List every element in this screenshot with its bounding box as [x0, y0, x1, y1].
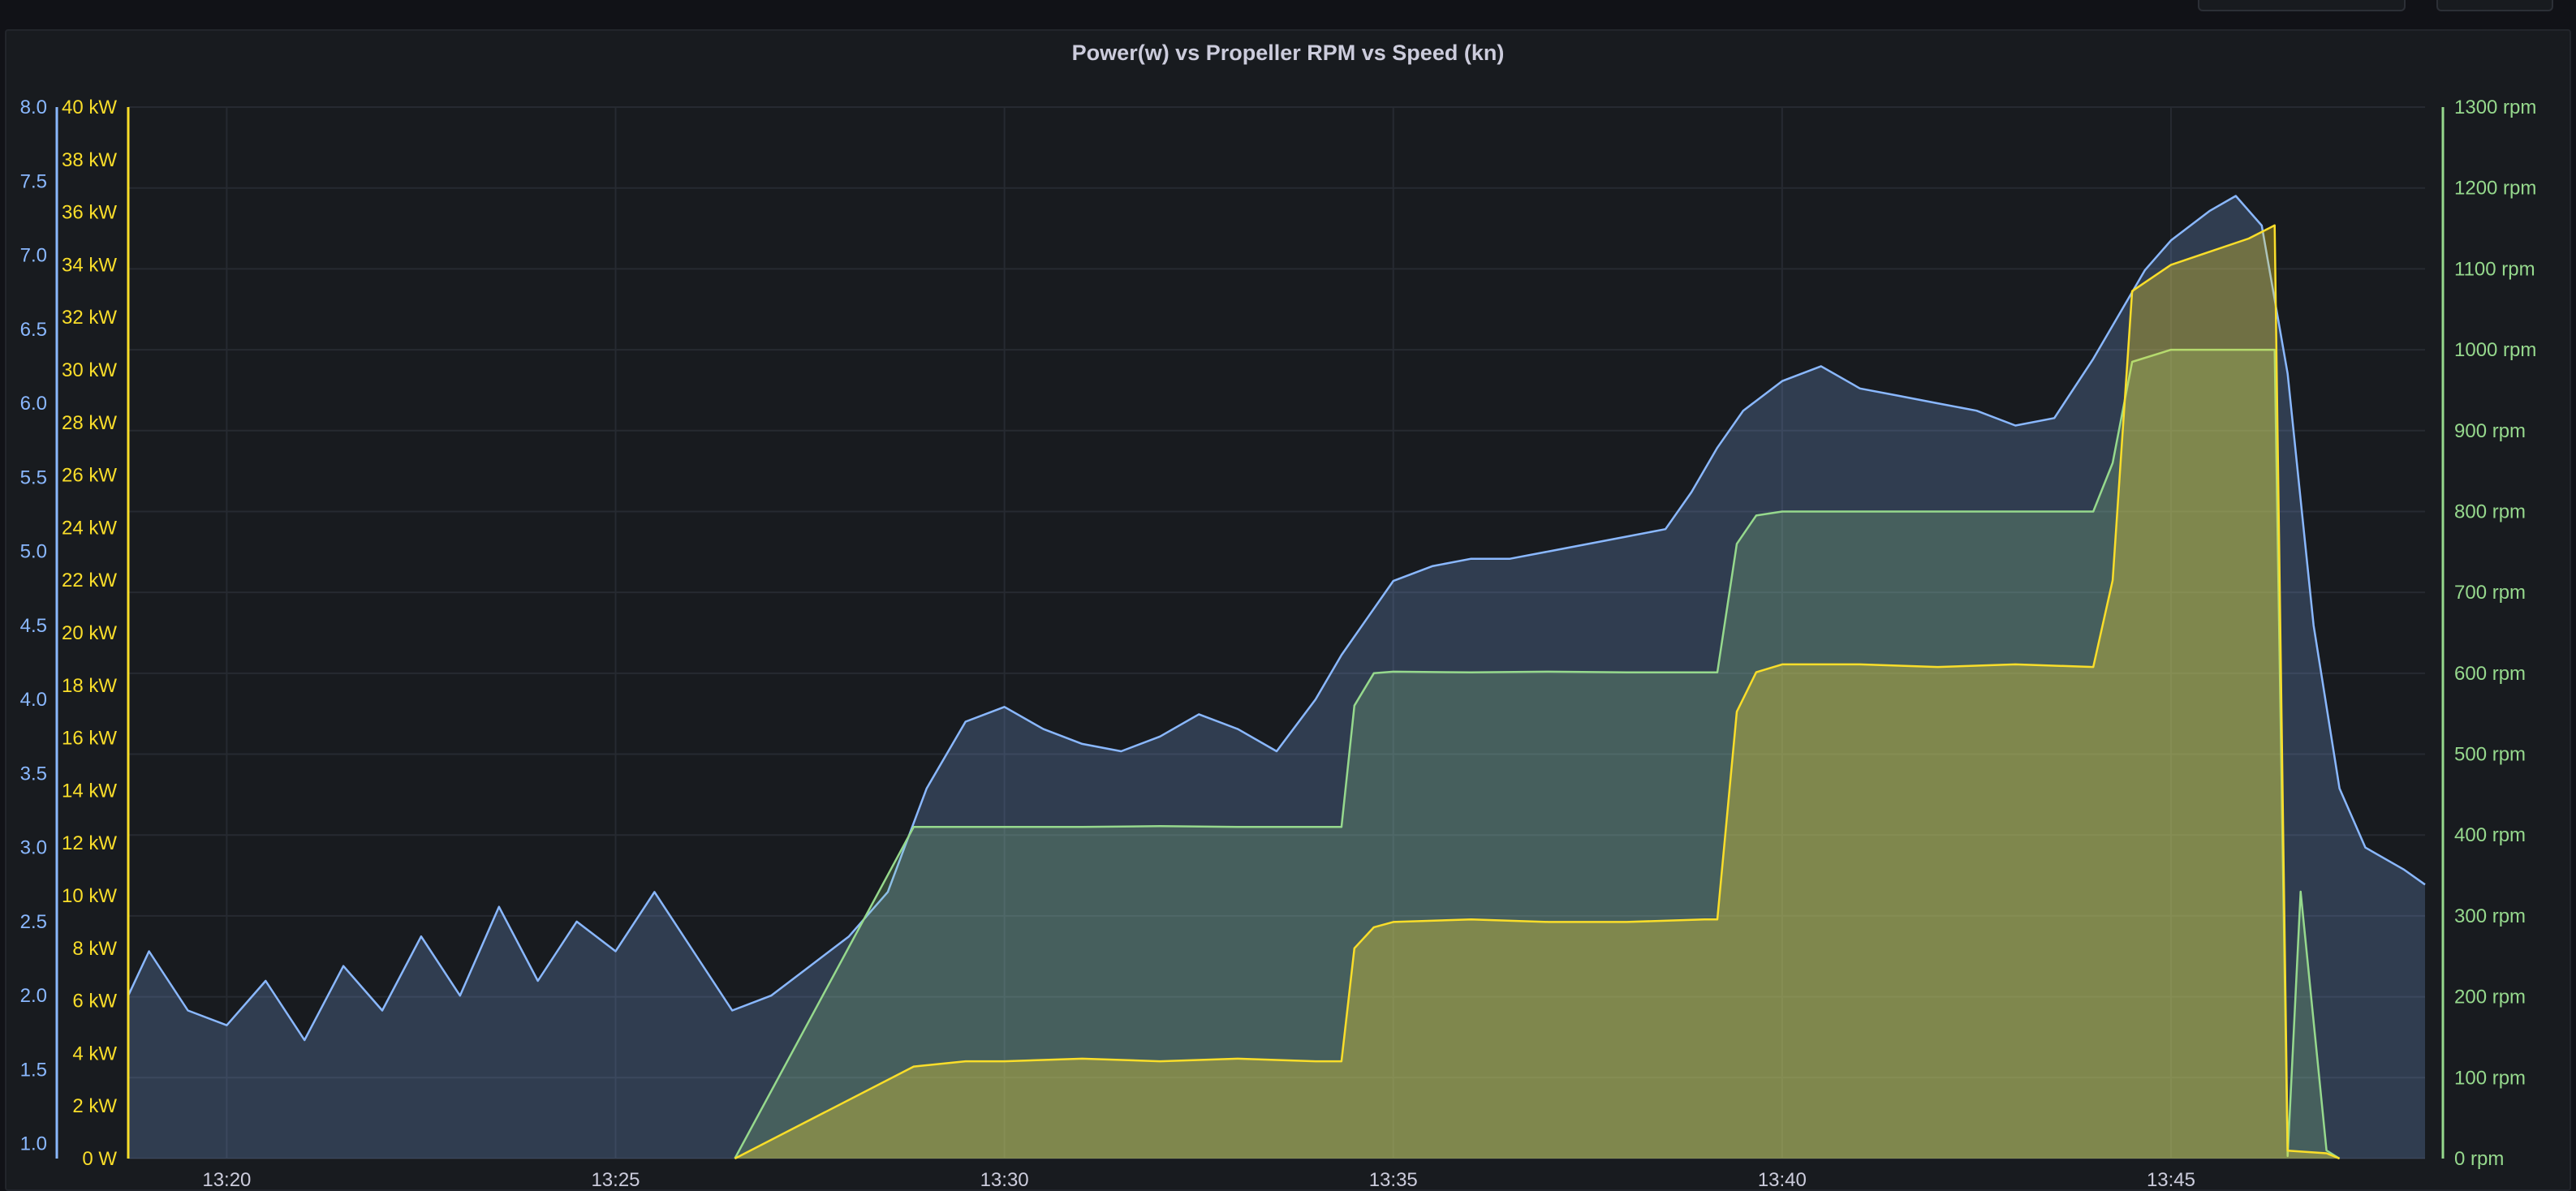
power-tick-label: 22 kW	[62, 570, 117, 591]
power-tick-label: 10 kW	[62, 885, 117, 907]
rpm-tick-label: 900 rpm	[2454, 420, 2526, 442]
axes: 13:20 13:25 13:30 13:35 13:40 13:45 1.0 1.5 2.0 2…	[20, 97, 2537, 1191]
x-tick-label: 13:25	[591, 1169, 640, 1191]
dashboard-topbar	[0, 0, 2576, 29]
toolbar-button[interactable]	[2436, 0, 2553, 11]
speed-tick-label: 7.5	[20, 170, 47, 192]
rpm-tick-label: 1200 rpm	[2454, 178, 2536, 200]
rpm-series-area	[734, 350, 2340, 1159]
speed-tick-label: 3.5	[20, 763, 47, 785]
rpm-tick-label: 400 rpm	[2454, 824, 2526, 846]
x-tick-label: 13:40	[1758, 1169, 1807, 1191]
rpm-tick-label: 1300 rpm	[2454, 97, 2536, 118]
x-tick-label: 13:20	[202, 1169, 251, 1191]
power-tick-label: 6 kW	[72, 991, 117, 1013]
power-tick-label: 36 kW	[62, 202, 117, 224]
rpm-tick-label: 700 rpm	[2454, 582, 2526, 604]
power-tick-label: 2 kW	[72, 1095, 117, 1117]
power-tick-label: 12 kW	[62, 832, 117, 854]
power-tick-label: 26 kW	[62, 465, 117, 487]
power-series-line	[734, 224, 2341, 1160]
x-tick-label: 13:35	[1369, 1169, 1418, 1191]
speed-tick-label: 8.0	[20, 97, 47, 118]
series-areas	[127, 195, 2426, 1160]
toolbar-button[interactable]	[2198, 0, 2406, 11]
x-tick-label: 13:45	[2147, 1169, 2195, 1191]
power-tick-label: 4 kW	[72, 1043, 117, 1064]
speed-series-line	[127, 195, 2426, 1042]
power-tick-label: 20 kW	[62, 622, 117, 644]
power-tick-label: 0 W	[82, 1148, 117, 1170]
power-tick-label: 40 kW	[62, 97, 117, 118]
speed-tick-label: 7.0	[20, 245, 47, 267]
power-tick-label: 32 kW	[62, 307, 117, 329]
speed-tick-label: 4.5	[20, 615, 47, 637]
power-tick-label: 30 kW	[62, 359, 117, 381]
panel-title: Power(w) vs Propeller RPM vs Speed (kn)	[1071, 41, 1505, 65]
rpm-tick-label: 800 rpm	[2454, 501, 2526, 522]
power-series-area	[734, 225, 2340, 1159]
rpm-tick-label: 100 rpm	[2454, 1067, 2526, 1089]
rpm-tick-label: 300 rpm	[2454, 905, 2526, 927]
speed-series-area	[128, 196, 2425, 1159]
rpm-series-line	[734, 348, 2341, 1160]
power-tick-label: 38 kW	[62, 149, 117, 171]
rpm-tick-label: 200 rpm	[2454, 987, 2526, 1008]
rpm-tick-label: 500 rpm	[2454, 744, 2526, 766]
power-tick-label: 8 kW	[72, 938, 117, 960]
rpm-tick-label: 1000 rpm	[2454, 339, 2536, 361]
speed-tick-label: 6.5	[20, 319, 47, 341]
speed-tick-label: 1.0	[20, 1133, 47, 1155]
rpm-tick-label: 1100 rpm	[2454, 258, 2535, 280]
speed-tick-label: 1.5	[20, 1059, 47, 1081]
rpm-tick-label: 600 rpm	[2454, 663, 2526, 685]
power-tick-label: 24 kW	[62, 517, 117, 539]
rpm-tick-label: 0 rpm	[2454, 1148, 2504, 1170]
power-tick-label: 16 kW	[62, 728, 117, 750]
power-tick-label: 34 kW	[62, 254, 117, 276]
power-tick-label: 28 kW	[62, 412, 117, 434]
speed-tick-label: 5.0	[20, 541, 47, 563]
power-tick-label: 18 kW	[62, 675, 117, 697]
speed-tick-label: 2.0	[20, 985, 47, 1007]
x-tick-label: 13:30	[980, 1169, 1029, 1191]
speed-tick-label: 4.0	[20, 689, 47, 711]
speed-tick-label: 5.5	[20, 467, 47, 488]
speed-tick-label: 3.0	[20, 837, 47, 859]
power-tick-label: 14 kW	[62, 780, 117, 802]
speed-tick-label: 2.5	[20, 911, 47, 933]
speed-tick-label: 6.0	[20, 393, 47, 415]
